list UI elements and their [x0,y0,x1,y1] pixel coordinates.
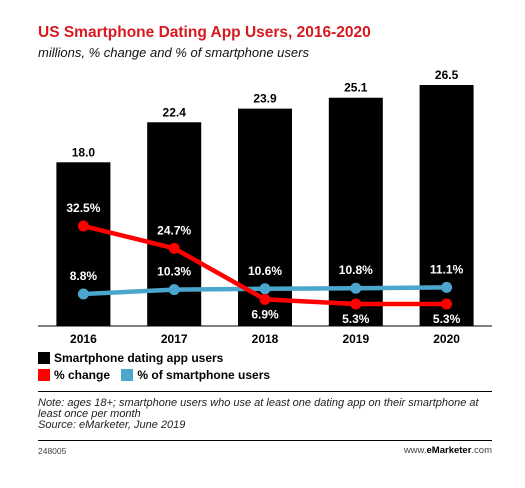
legend-label-share: % of smartphone users [137,368,271,382]
change-series-point [259,293,271,305]
change-series-value-label: 6.9% [251,307,279,321]
legend-swatch-change [38,369,50,381]
legend-label-bars: Smartphone dating app users [54,351,224,365]
x-tick-label: 2017 [161,332,188,346]
x-tick-label: 2016 [70,332,97,346]
x-tick-label: 2019 [342,332,369,346]
legend-item-change: % change [38,368,110,382]
footer-divider [38,440,492,441]
legend-item-bars: Smartphone dating app users [38,351,223,365]
change-series-value-label: 32.5% [66,201,100,215]
chart-title: US Smartphone Dating App Users, 2016-202… [38,24,371,41]
brand-link[interactable]: www.eMarketer.com [404,445,492,456]
bar-value-label: 26.5 [435,68,459,82]
change-series-value-label: 24.7% [157,223,191,237]
share-series-value-label: 8.8% [70,269,98,283]
legend-row-2: % change % of smartphone users [38,368,278,384]
brand-prefix: www. [403,445,427,456]
legend-swatch-bars [38,352,50,364]
share-series-point [259,283,271,295]
note-divider [38,391,492,392]
x-tick-label: 2020 [433,332,460,346]
bar-value-label: 23.9 [253,92,277,106]
change-series-point [350,298,362,310]
change-series-point [168,242,180,254]
legend-swatch-share [121,369,134,381]
bar-value-label: 18.0 [72,145,96,159]
bar-2016 [56,162,111,326]
legend-row-1: Smartphone dating app users [38,351,231,367]
chart-id: 248005 [38,446,67,456]
bar-value-label: 22.4 [163,105,187,119]
x-tick-label: 2018 [252,332,279,346]
brand-suffix: .com [471,445,492,456]
legend-item-share: % of smartphone users [121,368,270,382]
change-series-value-label: 5.3% [433,312,461,326]
share-series-point [77,288,89,300]
change-series-value-label: 5.3% [342,312,370,326]
change-series-point [77,220,89,232]
share-series-value-label: 10.3% [157,265,191,279]
legend-label-change: % change [54,368,111,382]
share-series-value-label: 11.1% [430,262,464,276]
brand-name: eMarketer [426,445,472,456]
share-series-point [168,284,180,296]
note-block: Note: ages 18+; smartphone users who use… [38,398,492,431]
change-series-point [441,298,453,310]
share-series-value-label: 10.6% [248,264,282,278]
share-series-point [350,282,362,294]
bar-value-label: 25.1 [344,81,368,95]
source-text: Source: eMarketer, June 2019 [38,419,186,431]
chart-subtitle: millions, % change and % of smartphone u… [38,45,309,60]
share-series-value-label: 10.8% [339,263,373,277]
share-series-point [441,281,453,293]
note-text: Note: ages 18+; smartphone users who use… [38,397,479,420]
